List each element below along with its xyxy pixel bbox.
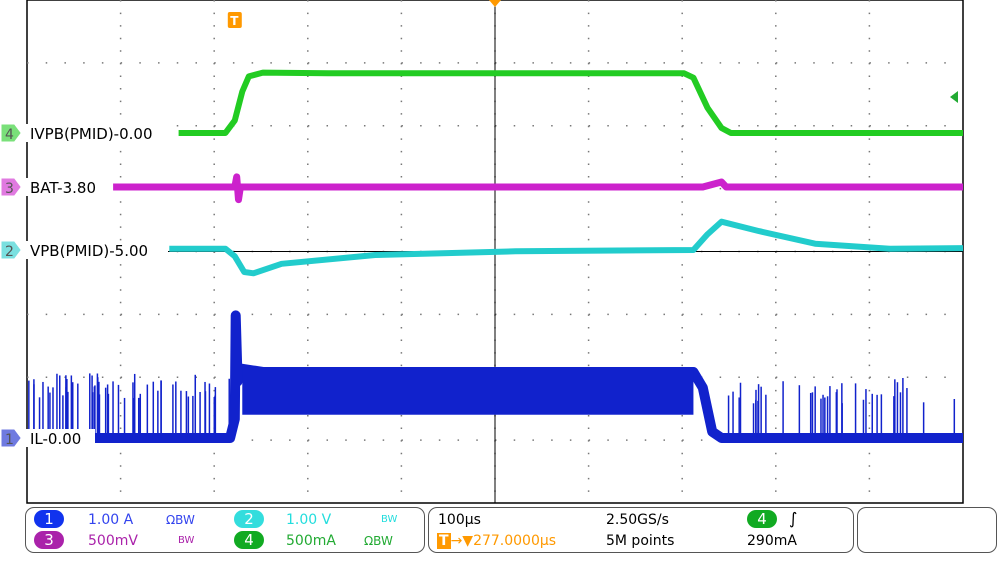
record-length: 5M points <box>606 531 674 551</box>
timebase: 100µs <box>438 510 481 530</box>
ch3-badge[interactable]: 3 <box>34 531 64 549</box>
ch3-scale: 500mV <box>88 531 138 551</box>
arrow-right-icon: →▼ <box>451 533 474 549</box>
channel-label-ch2: VPB(PMID)-5.00 <box>30 242 148 260</box>
trigger-delay: 277.0000µs <box>473 533 556 549</box>
channel-label-ch3: BAT-3.80 <box>30 179 96 197</box>
waveform-display: 4 IVPB(PMID)-0.00 3 BAT-3.80 2 VPB(PMID)-5.00… <box>0 0 1000 505</box>
trigger-level: 290mA <box>747 531 797 551</box>
channel-marker-number: 3 <box>5 181 14 197</box>
trace-ch1-switching-band <box>242 368 693 415</box>
channel-marker-number: 2 <box>5 244 14 260</box>
rising-edge-icon: ∫ <box>789 509 797 529</box>
empty-panel <box>857 507 997 553</box>
ch1-scale: 1.00 A <box>88 510 133 530</box>
ch4-badge[interactable]: 4 <box>234 531 264 549</box>
ch3-flags: BW <box>178 531 194 551</box>
trigger-t-icon: T <box>437 533 451 549</box>
trigger-position-label: T <box>230 14 239 28</box>
ch2-scale: 1.00 V <box>286 510 331 530</box>
ch4-flags: ΩBW <box>364 531 393 551</box>
trigger-position: T →▼277.0000µs <box>437 531 556 551</box>
ch2-flags: BW <box>381 510 397 530</box>
sample-rate: 2.50GS/s <box>606 510 669 530</box>
ch2-badge[interactable]: 2 <box>234 510 264 528</box>
ch4-scale: 500mA <box>286 531 336 551</box>
channel-marker-number: 1 <box>5 432 14 448</box>
ch1-badge[interactable]: 1 <box>34 510 64 528</box>
ch1-flags: ΩBW <box>166 510 195 530</box>
channel-status-panel[interactable]: 1 1.00 A ΩBW 2 1.00 V BW 3 500mV BW 4 50… <box>25 507 425 553</box>
acquisition-panel[interactable]: 100µs T →▼277.0000µs 2.50GS/s 5M points 4… <box>428 507 854 553</box>
channel-label-ch1: IL-0.00 <box>30 430 81 448</box>
trigger-source-badge[interactable]: 4 <box>747 510 777 528</box>
channel-label-ch4: IVPB(PMID)-0.00 <box>30 125 153 143</box>
channel-marker-number: 4 <box>5 127 14 143</box>
